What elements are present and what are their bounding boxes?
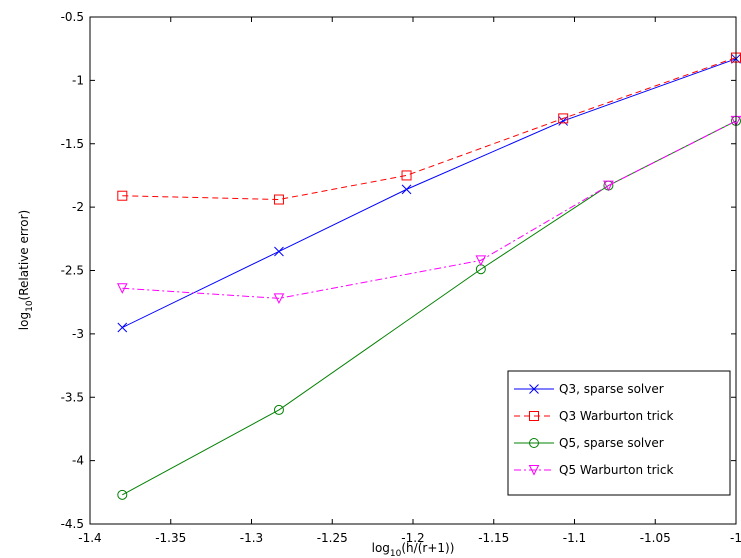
y-tick-label: -4 xyxy=(72,454,84,468)
legend-marker xyxy=(528,465,540,476)
data-point-marker xyxy=(401,170,412,181)
y-tick-label: -1 xyxy=(72,73,84,87)
data-point-marker xyxy=(603,180,614,192)
legend-marker xyxy=(529,438,539,448)
legend-marker xyxy=(529,411,539,421)
y-tick-label: -3.5 xyxy=(61,390,84,404)
y-tick-label: -1.5 xyxy=(61,137,84,151)
legend-label: Q5, sparse solver xyxy=(559,436,664,450)
y-tick-label: -0.5 xyxy=(61,10,84,24)
y-tick-label: -2.5 xyxy=(61,264,84,278)
x-axis-label-rest: (h/(r+1)) xyxy=(401,541,454,555)
data-point-marker xyxy=(117,489,128,500)
legend-label: Q5 Warburton trick xyxy=(559,463,673,477)
data-point-marker xyxy=(558,116,569,126)
legend-marker xyxy=(529,384,539,394)
x-axis-label: log10(h/(r+1)) xyxy=(372,541,455,558)
x-tick-label: -1.3 xyxy=(240,531,263,545)
x-tick-label: -1.1 xyxy=(563,531,586,545)
data-point-marker xyxy=(274,246,284,257)
y-axis-label-subscript: 10 xyxy=(25,300,35,312)
legend-label: Q3 Warburton trick xyxy=(559,409,673,423)
data-point-marker xyxy=(116,283,128,294)
series-4 xyxy=(116,115,741,305)
y-tick-label: -3 xyxy=(72,327,84,341)
x-tick-label: -1.2 xyxy=(401,531,424,545)
axis-ticks: -1.4 -1.35 -1.3 -1.25 -1.2 -1.15 -1.1 -1.05 -1 -4… xyxy=(61,10,741,545)
data-point-marker xyxy=(117,190,128,201)
data-point-marker xyxy=(117,322,128,333)
x-axis-label-prefix: log xyxy=(372,541,390,555)
data-point-marker xyxy=(558,113,569,124)
y-axis-label-rest: (Relative error) xyxy=(17,210,31,301)
x-tick-label: -1.15 xyxy=(478,531,509,545)
x-tick-label: -1 xyxy=(730,531,741,545)
legend-box xyxy=(507,370,731,496)
series-line xyxy=(122,57,737,201)
y-axis-label: log10(Relative error) xyxy=(17,210,35,330)
y-axis-label-prefix: log xyxy=(17,312,31,330)
data-point-marker xyxy=(273,293,285,305)
y-tick-label: -4.5 xyxy=(61,517,84,531)
series-2 xyxy=(117,52,741,205)
y-tick-label: -2 xyxy=(72,200,84,214)
x-tick-label: -1.05 xyxy=(640,531,671,545)
legend: Q3, sparse solver Q3 Warburton trick Q5, s… xyxy=(507,370,731,496)
x-tick-label: -1.35 xyxy=(155,531,186,545)
x-tick-label: -1.25 xyxy=(317,531,348,545)
data-point-marker xyxy=(273,194,284,205)
data-point-marker xyxy=(273,404,284,415)
legend-label: Q3, sparse solver xyxy=(559,382,664,396)
data-point-marker xyxy=(475,255,487,266)
plot-frame xyxy=(89,16,737,525)
x-axis-label-subscript: 10 xyxy=(390,549,402,558)
series-group xyxy=(116,52,741,500)
data-point-marker xyxy=(401,184,412,195)
series-line xyxy=(122,120,737,299)
x-tick-label: -1.4 xyxy=(78,531,101,545)
